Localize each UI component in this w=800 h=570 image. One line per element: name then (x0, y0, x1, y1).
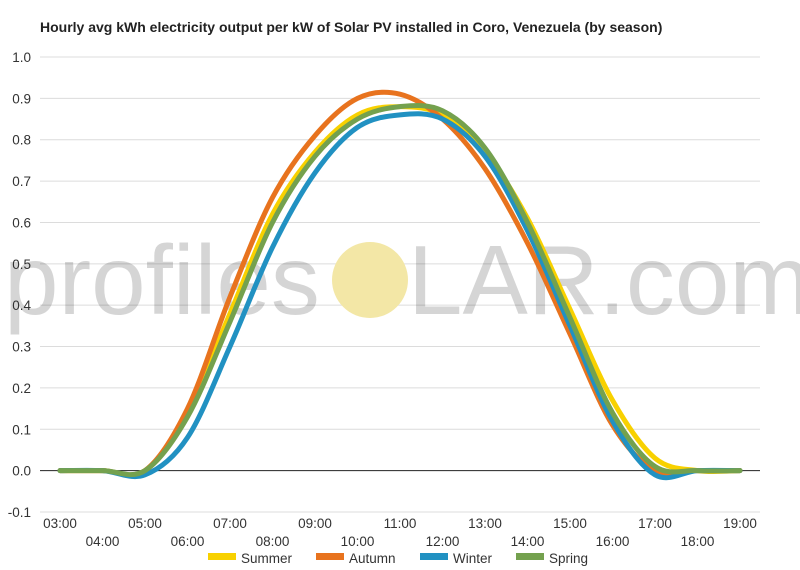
x-tick-label: 11:00 (384, 516, 417, 531)
watermark-right-text: LAR.com (408, 225, 800, 335)
y-axis-ticks: -0.1 0.0 0.1 0.2 0.3 0.4 0.5 0.6 0.7 0.8 0.9 1.0 (8, 50, 32, 520)
y-tick-label: 0.4 (12, 298, 31, 313)
x-tick-label: 07:00 (213, 516, 247, 531)
y-tick-label: 1.0 (12, 50, 31, 65)
y-tick-label: 0.7 (12, 174, 31, 189)
legend-swatch-autumn (316, 553, 344, 560)
x-tick-label: 06:00 (171, 534, 205, 549)
chart-title: Hourly avg kWh electricity output per kW… (40, 19, 663, 35)
x-tick-label: 09:00 (298, 516, 332, 531)
x-tick-label: 13:00 (468, 516, 502, 531)
y-tick-label: 0.3 (12, 340, 31, 355)
y-tick-label: 0.0 (12, 464, 31, 479)
legend: Summer Autumn Winter Spring (208, 551, 588, 566)
x-tick-label: 15:00 (553, 516, 587, 531)
y-tick-label: 0.2 (12, 381, 31, 396)
x-tick-label: 04:00 (86, 534, 120, 549)
watermark: profiles LAR.com (4, 225, 800, 335)
x-tick-label: 19:00 (723, 516, 757, 531)
y-tick-label: 0.9 (12, 91, 31, 106)
legend-swatch-spring (516, 553, 544, 560)
x-tick-label: 14:00 (511, 534, 545, 549)
gridlines (40, 56, 760, 513)
legend-label-spring: Spring (549, 551, 588, 566)
x-tick-label: 12:00 (426, 534, 460, 549)
y-tick-label: 0.1 (12, 422, 31, 437)
y-tick-label: 0.6 (12, 215, 31, 230)
x-tick-label: 17:00 (638, 516, 672, 531)
x-tick-label: 10:00 (341, 534, 375, 549)
legend-label-winter: Winter (453, 551, 493, 566)
x-tick-label: 08:00 (256, 534, 290, 549)
x-tick-label: 05:00 (128, 516, 162, 531)
series-line-spring (57, 103, 743, 478)
series-line-winter (57, 111, 743, 481)
y-tick-label: -0.1 (8, 505, 31, 520)
y-tick-label: 0.8 (12, 133, 31, 148)
series-lines (57, 89, 743, 481)
watermark-left-text: profiles (4, 225, 320, 335)
x-tick-label: 18:00 (681, 534, 715, 549)
legend-swatch-summer (208, 553, 236, 560)
y-tick-label: 0.5 (12, 257, 31, 272)
legend-swatch-winter (420, 553, 448, 560)
x-tick-label: 16:00 (596, 534, 630, 549)
x-tick-label: 03:00 (43, 516, 77, 531)
watermark-sun (332, 242, 408, 318)
legend-label-summer: Summer (241, 551, 293, 566)
x-axis-ticks: 03:00 04:00 05:00 06:00 07:00 08:00 09:00 10:00… (43, 516, 757, 549)
legend-label-autumn: Autumn (349, 551, 396, 566)
